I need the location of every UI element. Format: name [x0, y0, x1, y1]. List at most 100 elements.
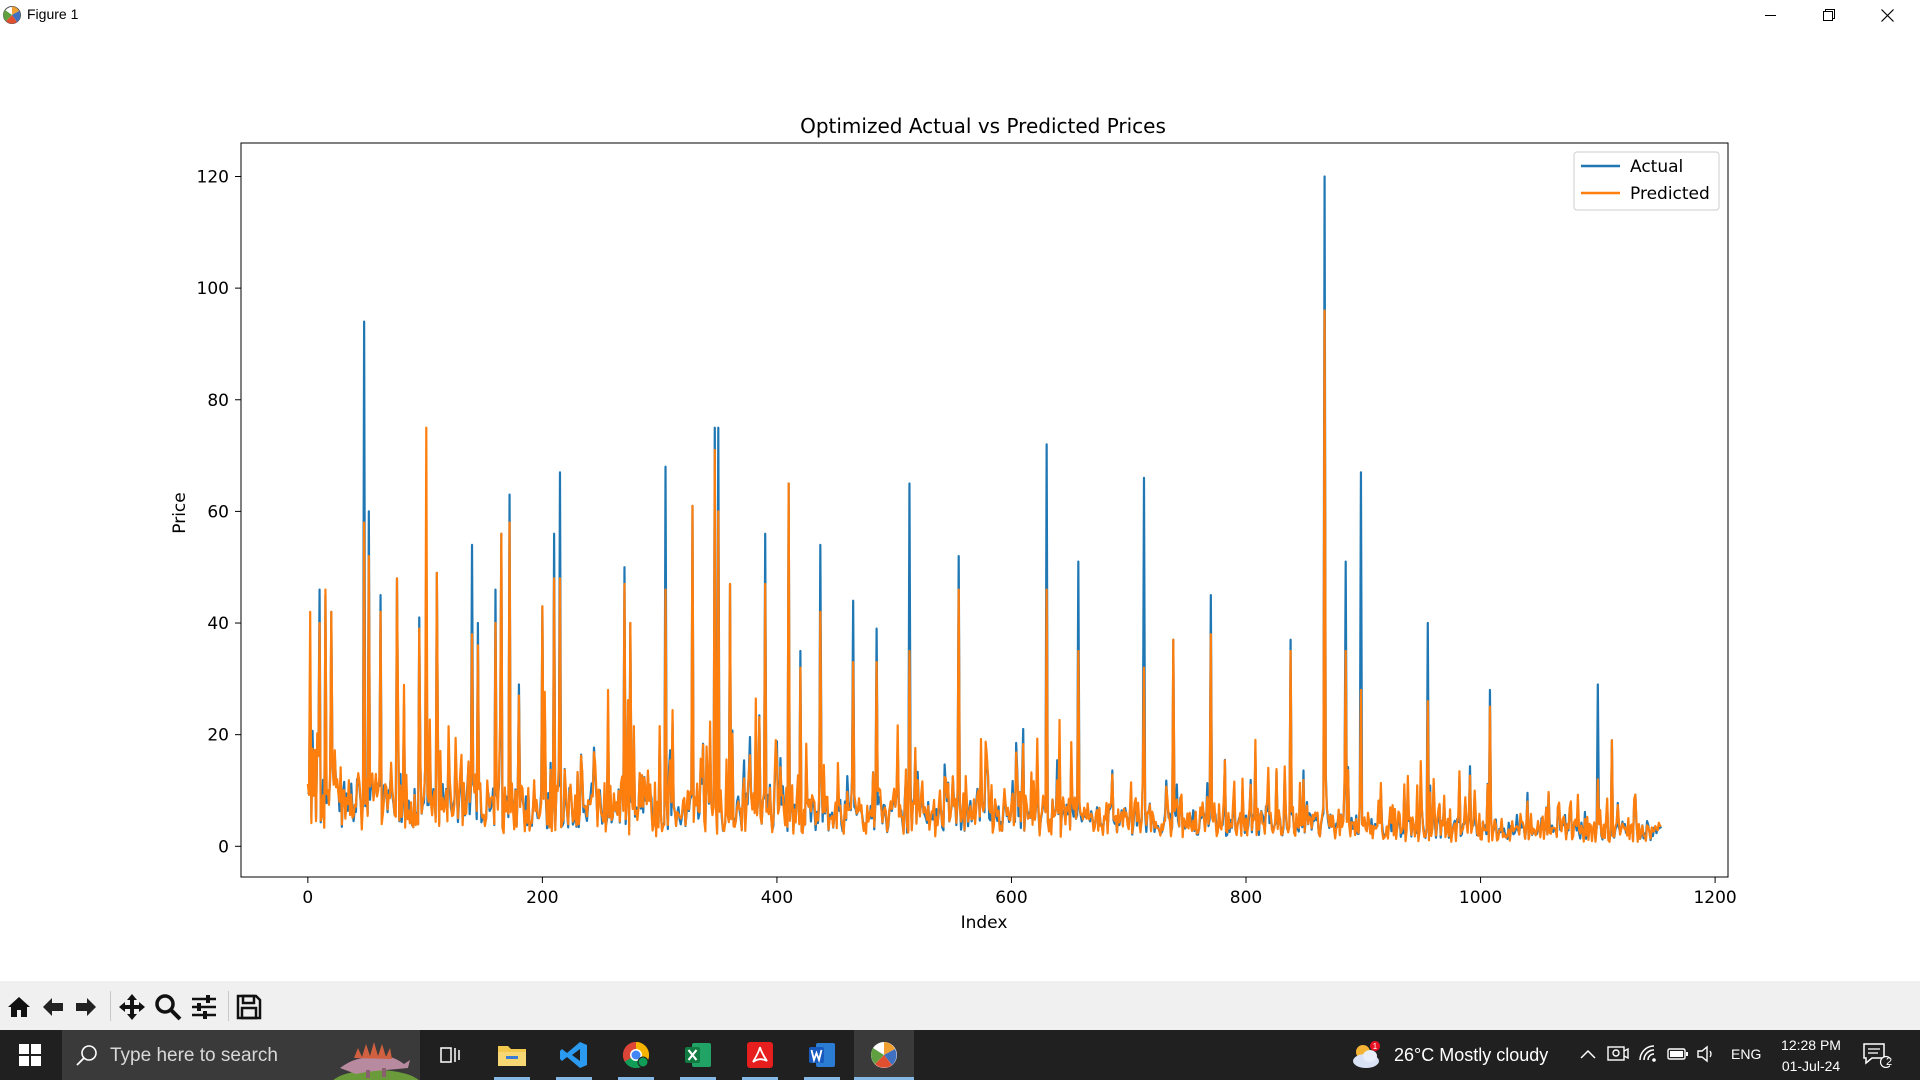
chart-title: Optimized Actual vs Predicted Prices [800, 114, 1166, 138]
minimize-button[interactable] [1742, 0, 1800, 30]
x-tick-label: 400 [761, 888, 793, 908]
back-button[interactable] [38, 992, 68, 1022]
weather-badge: 1 [1373, 1042, 1378, 1051]
battery-icon [1667, 1048, 1688, 1060]
taskbar-search-box[interactable]: Type here to search [62, 1030, 420, 1080]
wifi-icon [1639, 1045, 1656, 1062]
taskbar-excel[interactable] [668, 1030, 728, 1080]
save-icon [236, 994, 262, 1020]
notification-center-button[interactable] [1860, 1040, 1894, 1070]
configure-subplots-button[interactable] [189, 992, 219, 1022]
taskbar-task-view[interactable] [420, 1030, 480, 1080]
windows-taskbar: Type here to search [0, 1030, 1920, 1080]
clock-time: 12:28 PM [1781, 1037, 1841, 1053]
meet-now-icon [1607, 1046, 1629, 1061]
y-tick-label: 80 [207, 391, 229, 411]
close-icon [1880, 8, 1894, 22]
configure-subplots-icon [192, 995, 216, 1019]
y-tick-label: 40 [207, 614, 229, 634]
series-layer [306, 175, 1663, 843]
y-tick-label: 100 [197, 279, 229, 299]
notification-icon [1863, 1043, 1893, 1069]
word-icon [809, 1043, 835, 1067]
tray-network-button[interactable] [1637, 1042, 1661, 1066]
running-indicator [556, 1077, 592, 1080]
y-tick-label: 60 [207, 502, 229, 522]
taskbar-matplotlib[interactable] [854, 1030, 914, 1080]
toolbar-separator [228, 991, 229, 1021]
y-tick-label: 0 [218, 837, 229, 857]
y-axis-label: Price [170, 492, 190, 533]
speaker-icon [1697, 1045, 1712, 1063]
search-icon [76, 1045, 97, 1066]
search-highlight-dinosaur-icon [333, 1042, 419, 1080]
legend-label-actual: Actual [1630, 157, 1683, 177]
language-indicator[interactable]: ENG [1731, 1046, 1762, 1062]
file-explorer-icon [498, 1046, 526, 1066]
tray-meet-button[interactable] [1606, 1042, 1630, 1066]
zoom-icon [155, 994, 182, 1021]
running-indicator [742, 1077, 778, 1080]
running-indicator [494, 1077, 530, 1080]
restore-button[interactable] [1800, 0, 1858, 30]
title-bar: Figure 1 [0, 0, 1920, 30]
series-line-predicted [306, 309, 1662, 843]
vscode-icon [560, 1042, 587, 1068]
window-title: Figure 1 [27, 6, 79, 22]
weather-widget[interactable]: 1 26°C Mostly cloudy [1350, 1030, 1548, 1080]
tray-chevron-button[interactable] [1576, 1042, 1600, 1066]
matplotlib-app-icon [3, 6, 21, 24]
x-tick-label: 1000 [1459, 888, 1502, 908]
x-tick-label: 800 [1230, 888, 1262, 908]
zoom-button[interactable] [153, 992, 183, 1022]
start-button[interactable] [0, 1030, 60, 1080]
y-tick-label: 120 [197, 167, 229, 187]
cloudy-weather-icon: 1 [1353, 1041, 1380, 1068]
x-tick-label: 600 [995, 888, 1027, 908]
running-indicator [680, 1077, 716, 1080]
navigation-toolbar [0, 981, 1920, 1030]
task-view-icon [440, 1047, 460, 1063]
taskbar-file-explorer[interactable] [482, 1030, 542, 1080]
notification-count: 2 [1886, 1056, 1893, 1068]
search-placeholder: Type here to search [110, 1045, 278, 1066]
x-tick-label: 1200 [1693, 888, 1736, 908]
x-tick-label: 200 [526, 888, 558, 908]
legend-label-predicted: Predicted [1630, 184, 1710, 204]
close-button[interactable] [1858, 0, 1916, 30]
forward-arrow-icon [76, 998, 96, 1016]
tray-volume-button[interactable] [1695, 1042, 1719, 1066]
active-indicator [854, 1077, 914, 1080]
tray-battery-button[interactable] [1666, 1042, 1690, 1066]
taskbar-word[interactable] [792, 1030, 852, 1080]
restore-icon [1823, 9, 1835, 21]
x-axis-label: Index [961, 913, 1008, 933]
taskbar-acrobat[interactable] [730, 1030, 790, 1080]
legend: Actual Predicted [1573, 151, 1720, 211]
y-tick-label: 20 [207, 726, 229, 746]
pan-button[interactable] [117, 992, 147, 1022]
taskbar-vscode[interactable] [544, 1030, 604, 1080]
taskbar-clock[interactable]: 12:28 PM 01-Jul-24 [1776, 1035, 1846, 1077]
pan-icon [119, 994, 145, 1020]
axis-ticks: 0 200 400 600 800 1000 1200 0 20 40 60 80 100 120 [197, 167, 1737, 908]
taskbar-chrome[interactable] [606, 1030, 666, 1080]
save-button[interactable] [234, 992, 264, 1022]
home-button[interactable] [4, 992, 34, 1022]
windows-logo-icon [19, 1044, 41, 1066]
chart: Optimized Actual vs Predicted Prices 0 20… [170, 114, 1737, 933]
running-indicator [618, 1077, 654, 1080]
chrome-icon [622, 1041, 650, 1069]
chevron-up-icon [1580, 1049, 1596, 1059]
matplotlib-icon [871, 1042, 897, 1068]
forward-button[interactable] [71, 992, 101, 1022]
clock-date: 01-Jul-24 [1781, 1058, 1841, 1074]
home-icon [8, 997, 30, 1017]
weather-text: 26°C Mostly cloudy [1394, 1044, 1549, 1065]
x-tick-label: 0 [302, 888, 313, 908]
toolbar-separator [110, 991, 111, 1021]
running-indicator [804, 1077, 840, 1080]
minimize-icon [1765, 15, 1776, 16]
excel-icon [685, 1043, 711, 1067]
